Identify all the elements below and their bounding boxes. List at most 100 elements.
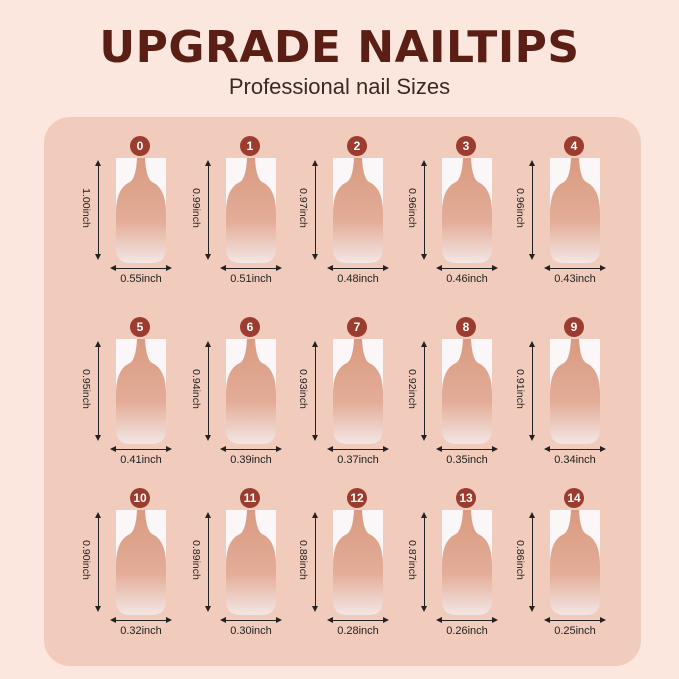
width-label: 0.55inch (120, 273, 162, 285)
width-arrow (544, 446, 606, 452)
length-arrow (421, 512, 427, 612)
width-arrow (544, 617, 606, 623)
width-label: 0.48inch (337, 273, 379, 285)
width-label: 0.51inch (230, 273, 272, 285)
size-chart-panel: 0 1.00inch 0.55inch 1 0.99inch 0.51inch … (44, 117, 641, 666)
width-arrow (327, 265, 389, 271)
nail-size-item: 8 0.92inch 0.35inch (406, 317, 520, 482)
nail-size-item: 9 0.91inch 0.34inch (514, 317, 628, 482)
length-label: 0.89inch (190, 540, 202, 580)
length-label: 0.96inch (514, 188, 526, 228)
length-arrow (312, 341, 318, 441)
nail-size-item: 7 0.93inch 0.37inch (297, 317, 411, 482)
nail-tip-image (116, 510, 166, 615)
length-label: 0.86inch (514, 540, 526, 580)
width-arrow (436, 446, 498, 452)
nail-tip-image (442, 339, 492, 444)
width-arrow (110, 446, 172, 452)
length-arrow (421, 160, 427, 260)
size-number-badge: 9 (564, 317, 584, 337)
nail-size-item: 2 0.97inch 0.48inch (297, 136, 411, 301)
width-label: 0.34inch (554, 454, 596, 466)
size-number-badge: 1 (240, 136, 260, 156)
length-label: 0.88inch (297, 540, 309, 580)
length-arrow (529, 512, 535, 612)
nail-size-item: 6 0.94inch 0.39inch (190, 317, 304, 482)
width-arrow (110, 265, 172, 271)
length-arrow (205, 512, 211, 612)
length-label: 0.91inch (514, 369, 526, 409)
nail-tip-image (550, 339, 600, 444)
length-arrow (95, 341, 101, 441)
size-number-badge: 3 (456, 136, 476, 156)
nail-size-item: 13 0.87inch 0.26inch (406, 488, 520, 653)
length-label: 0.93inch (297, 369, 309, 409)
nail-size-item: 11 0.89inch 0.30inch (190, 488, 304, 653)
nail-tip-image (116, 158, 166, 263)
size-number-badge: 0 (130, 136, 150, 156)
width-label: 0.26inch (446, 625, 488, 637)
nail-tip-image (550, 158, 600, 263)
nail-size-item: 1 0.99inch 0.51inch (190, 136, 304, 301)
length-label: 1.00inch (80, 188, 92, 228)
nail-tip-image (333, 339, 383, 444)
width-arrow (110, 617, 172, 623)
size-number-badge: 14 (564, 488, 584, 508)
width-label: 0.35inch (446, 454, 488, 466)
nail-tip-image (442, 158, 492, 263)
size-number-badge: 6 (240, 317, 260, 337)
length-label: 0.95inch (80, 369, 92, 409)
length-arrow (312, 160, 318, 260)
length-label: 0.92inch (406, 369, 418, 409)
nail-size-item: 12 0.88inch 0.28inch (297, 488, 411, 653)
width-arrow (436, 265, 498, 271)
nail-size-item: 4 0.96inch 0.43inch (514, 136, 628, 301)
width-label: 0.32inch (120, 625, 162, 637)
size-number-badge: 11 (240, 488, 260, 508)
nail-tip-image (116, 339, 166, 444)
length-label: 0.94inch (190, 369, 202, 409)
width-label: 0.25inch (554, 625, 596, 637)
nail-tip-image (226, 339, 276, 444)
width-label: 0.28inch (337, 625, 379, 637)
nail-size-item: 5 0.95inch 0.41inch (80, 317, 194, 482)
size-number-badge: 12 (347, 488, 367, 508)
size-number-badge: 5 (130, 317, 150, 337)
size-number-badge: 13 (456, 488, 476, 508)
headline: UPGRADE NAILTIPS (99, 22, 580, 73)
length-arrow (529, 341, 535, 441)
nail-tip-image (226, 510, 276, 615)
length-label: 0.96inch (406, 188, 418, 228)
width-arrow (220, 617, 282, 623)
length-label: 0.90inch (80, 540, 92, 580)
length-arrow (205, 341, 211, 441)
width-label: 0.41inch (120, 454, 162, 466)
nail-tip-image (550, 510, 600, 615)
length-arrow (205, 160, 211, 260)
length-label: 0.97inch (297, 188, 309, 228)
size-number-badge: 4 (564, 136, 584, 156)
length-arrow (312, 512, 318, 612)
length-arrow (95, 512, 101, 612)
nail-size-item: 10 0.90inch 0.32inch (80, 488, 194, 653)
width-label: 0.30inch (230, 625, 272, 637)
size-number-badge: 10 (130, 488, 150, 508)
width-arrow (327, 446, 389, 452)
width-arrow (436, 617, 498, 623)
length-arrow (95, 160, 101, 260)
length-arrow (421, 341, 427, 441)
subheadline: Professional nail Sizes (228, 74, 451, 99)
width-label: 0.43inch (554, 273, 596, 285)
width-label: 0.37inch (337, 454, 379, 466)
width-arrow (327, 617, 389, 623)
nail-tip-image (333, 510, 383, 615)
width-arrow (544, 265, 606, 271)
length-label: 0.87inch (406, 540, 418, 580)
nail-tip-image (333, 158, 383, 263)
nail-size-item: 0 1.00inch 0.55inch (80, 136, 194, 301)
width-arrow (220, 446, 282, 452)
nail-size-item: 3 0.96inch 0.46inch (406, 136, 520, 301)
length-arrow (529, 160, 535, 260)
width-label: 0.46inch (446, 273, 488, 285)
nail-size-item: 14 0.86inch 0.25inch (514, 488, 628, 653)
